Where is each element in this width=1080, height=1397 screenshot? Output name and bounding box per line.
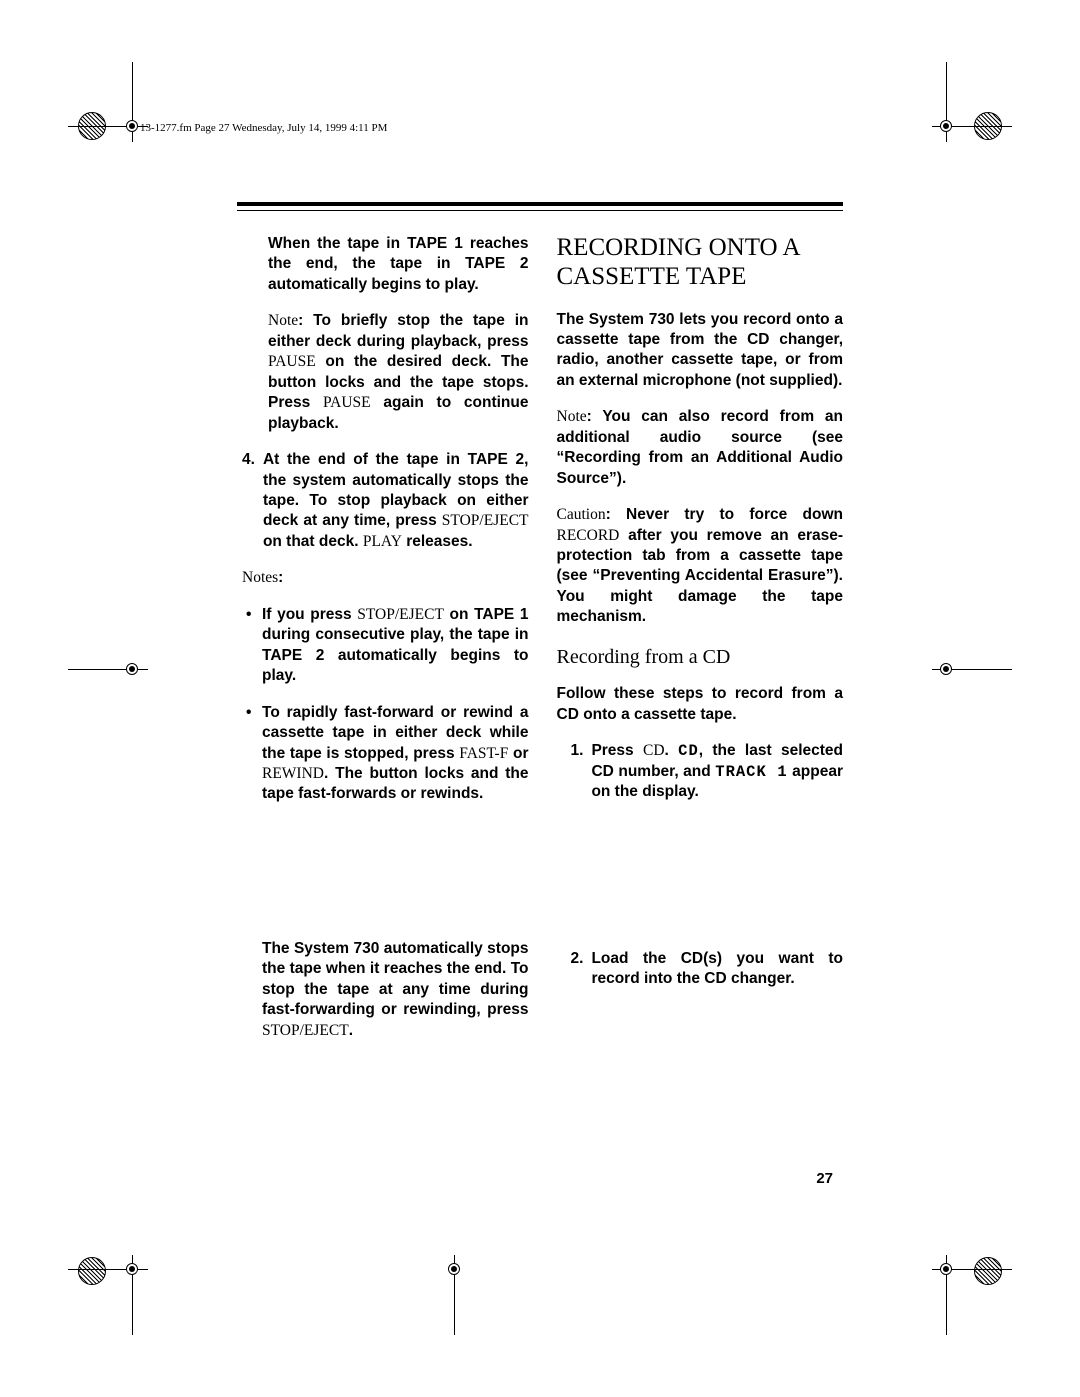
right-note: Note: You can also record from an additi…: [557, 407, 844, 489]
crosshair-bot-left: [118, 1255, 148, 1285]
subsection-heading: Recording from a CD: [557, 644, 844, 670]
left-p1: When the tape in TAPE 1 reaches the end,…: [242, 234, 529, 295]
crosshair-bot-center: [440, 1255, 470, 1285]
crosshair-mid-left: [118, 655, 148, 685]
crosshair-mid-right: [932, 655, 962, 685]
note-bullet-2: To rapidly fast-forward or rewind a cass…: [246, 703, 529, 805]
corner-circle-br: [974, 1257, 1002, 1285]
crosshair-top-right: [932, 112, 962, 142]
content-area: When the tape in TAPE 1 reaches the end,…: [242, 234, 843, 1057]
rule-thin: [237, 210, 843, 211]
step-2: 2. Load the CD(s) you want to record int…: [557, 949, 844, 990]
notes-list: If you press STOP/EJECT on TAPE 1 during…: [242, 605, 529, 805]
crosshair-bot-right: [932, 1255, 962, 1285]
notes-header: Notes:: [242, 568, 529, 588]
page-header: 13-1277.fm Page 27 Wednesday, July 14, 1…: [140, 122, 387, 134]
step-4: 4. At the end of the tape in TAPE 2, the…: [242, 450, 529, 552]
right-p4: Follow these steps to record from a CD o…: [557, 684, 844, 725]
left-p3: The System 730 automatically stops the t…: [242, 939, 529, 1041]
right-p1: The System 730 lets you record onto a ca…: [557, 310, 844, 392]
section-heading: RECORDING ONTO A CASSETTE TAPE: [557, 234, 844, 292]
right-caution: Caution: Never try to force down RECORD …: [557, 505, 844, 628]
left-note: Note: To briefly stop the tape in either…: [242, 311, 529, 434]
corner-circle-bl: [78, 1257, 106, 1285]
step-1: 1. Press CD. CD, the last selected CD nu…: [557, 741, 844, 802]
spacer-2: [557, 819, 844, 949]
left-column: When the tape in TAPE 1 reaches the end,…: [242, 234, 529, 1057]
note-bullet-1: If you press STOP/EJECT on TAPE 1 during…: [246, 605, 529, 687]
spacer: [242, 821, 529, 939]
page-number: 27: [816, 1170, 833, 1187]
rule-thick: [237, 202, 843, 206]
right-column: RECORDING ONTO A CASSETTE TAPE The Syste…: [557, 234, 844, 1057]
note-label: Note: [268, 312, 298, 329]
